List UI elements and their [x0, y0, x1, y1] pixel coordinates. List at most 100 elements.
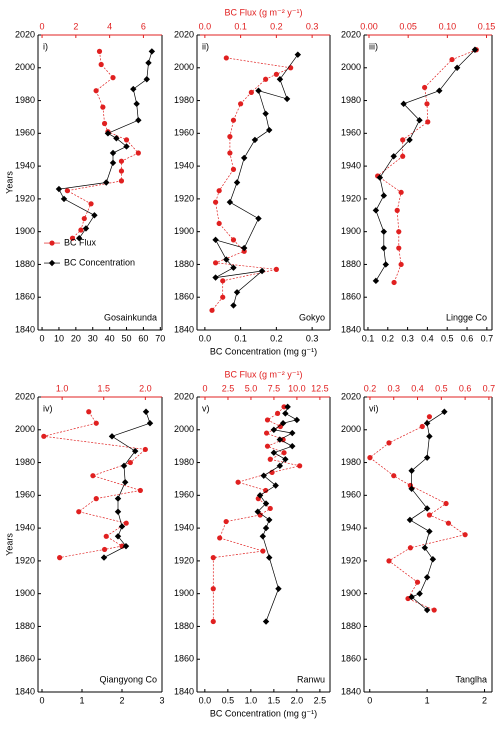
flux-point [227, 134, 233, 140]
x-tick-label: 0.1 [234, 333, 247, 343]
y-tick-label: 2000 [174, 62, 194, 72]
flux-point [260, 548, 266, 554]
site-name: Tanglha [455, 674, 487, 684]
y-tick-label: 2020 [174, 391, 194, 401]
concentration-point [372, 277, 380, 285]
concentration-point [262, 618, 270, 625]
x-tick-label: 0 [367, 695, 372, 705]
y-tick-label: 1920 [341, 555, 361, 565]
flux-point [386, 558, 392, 564]
panel: 1840186018801900192019401960198020002020… [4, 383, 164, 705]
concentration-point [146, 420, 154, 427]
flux-point [396, 245, 402, 251]
flux-point [230, 237, 237, 243]
x2-tick-label: 4 [107, 21, 112, 31]
concentration-point [262, 110, 269, 117]
y-tick-label: 1980 [15, 457, 35, 467]
concentration-point [275, 585, 282, 592]
concentration-point [372, 207, 380, 214]
concentration-point [230, 302, 237, 309]
concentration-point [408, 485, 415, 492]
x2-tick-label: 0 [40, 21, 45, 31]
x-tick-label: 2.0 [291, 695, 304, 705]
concentration-point [122, 479, 129, 486]
y-tick-label: 1920 [174, 555, 194, 565]
x-tick-label: 0.2 [270, 333, 283, 343]
y-tick-label: 2020 [15, 391, 35, 401]
flux-point [137, 487, 143, 494]
x-tick-label: 2 [482, 695, 487, 705]
x-tick-label: 0.7 [481, 333, 494, 343]
y-tick-label: 1940 [15, 522, 35, 532]
concentration-point [230, 264, 237, 271]
flux-point [101, 546, 108, 553]
x2-tick-label: 0.0 [199, 21, 212, 31]
flux-point [419, 423, 425, 430]
y-tick-label: 2020 [341, 391, 361, 401]
concentration-point [266, 516, 273, 524]
x2-tick-label: 0.00 [360, 21, 378, 31]
concentration-point [113, 135, 120, 142]
y-tick-label: 1960 [15, 490, 35, 500]
concentration-point [259, 533, 267, 540]
concentration-point [429, 556, 437, 563]
x-tick-label: 3 [159, 695, 164, 705]
y-tick-label: 1940 [15, 160, 35, 170]
y-tick-label: 1860 [15, 292, 35, 302]
flux-point [424, 101, 430, 107]
concentration-point [135, 117, 142, 124]
concentration-point [258, 267, 266, 275]
y-tick-label: 1960 [341, 128, 361, 138]
concentration-point [82, 225, 90, 232]
y-tick-label: 1900 [174, 226, 194, 236]
x-tick-label: 1.5 [268, 695, 281, 705]
x2-tick-label: 0.3 [387, 383, 400, 393]
flux-point [220, 294, 226, 300]
concentration-point [148, 48, 156, 55]
site-name: Ranwu [297, 674, 325, 684]
flux-point [275, 410, 281, 416]
concentration-point [390, 153, 397, 160]
y-tick-label: 1960 [174, 490, 194, 500]
series-line [212, 406, 300, 622]
y-tick-label: 1940 [174, 160, 194, 170]
y-tick-label: 1980 [174, 457, 194, 467]
flux-point [449, 56, 455, 63]
x2-axis-label: BC Flux (g m⁻² y⁻¹) [225, 7, 303, 17]
concentration-point [423, 420, 431, 427]
flux-point [230, 117, 237, 123]
y-axis-label: Years [4, 533, 14, 556]
x-tick-label: 0.2 [382, 333, 395, 343]
flux-point [297, 463, 303, 469]
flux-point [386, 440, 392, 446]
flux-point [223, 55, 229, 61]
flux-point [90, 473, 96, 479]
flux-point [398, 189, 404, 195]
concentration-point [270, 449, 278, 456]
flux-point [263, 76, 269, 82]
x-tick-label: 1 [425, 695, 430, 705]
flux-point [216, 188, 222, 194]
flux-point [93, 88, 99, 94]
flux-point [93, 496, 99, 502]
concentration-point [380, 244, 388, 252]
concentration-point [276, 462, 284, 470]
concentration-point [255, 87, 262, 94]
panel-label: v) [202, 403, 210, 413]
flux-point [86, 409, 92, 415]
y-tick-label: 1960 [174, 128, 194, 138]
flux-point [88, 201, 94, 207]
concentration-point [123, 143, 130, 150]
concentration-point [423, 505, 431, 512]
concentration-point [114, 495, 122, 502]
x-tick-label: 0.5 [222, 695, 235, 705]
concentration-point [421, 544, 429, 551]
concentration-point [436, 87, 443, 94]
site-name: Lingge Co [446, 312, 487, 322]
y-tick-label: 1920 [174, 193, 194, 203]
concentration-point [109, 149, 117, 157]
concentration-point [130, 85, 137, 93]
y-tick-label: 1880 [341, 259, 361, 269]
x-tick-label: 0 [39, 695, 44, 705]
concentration-point [262, 524, 270, 532]
